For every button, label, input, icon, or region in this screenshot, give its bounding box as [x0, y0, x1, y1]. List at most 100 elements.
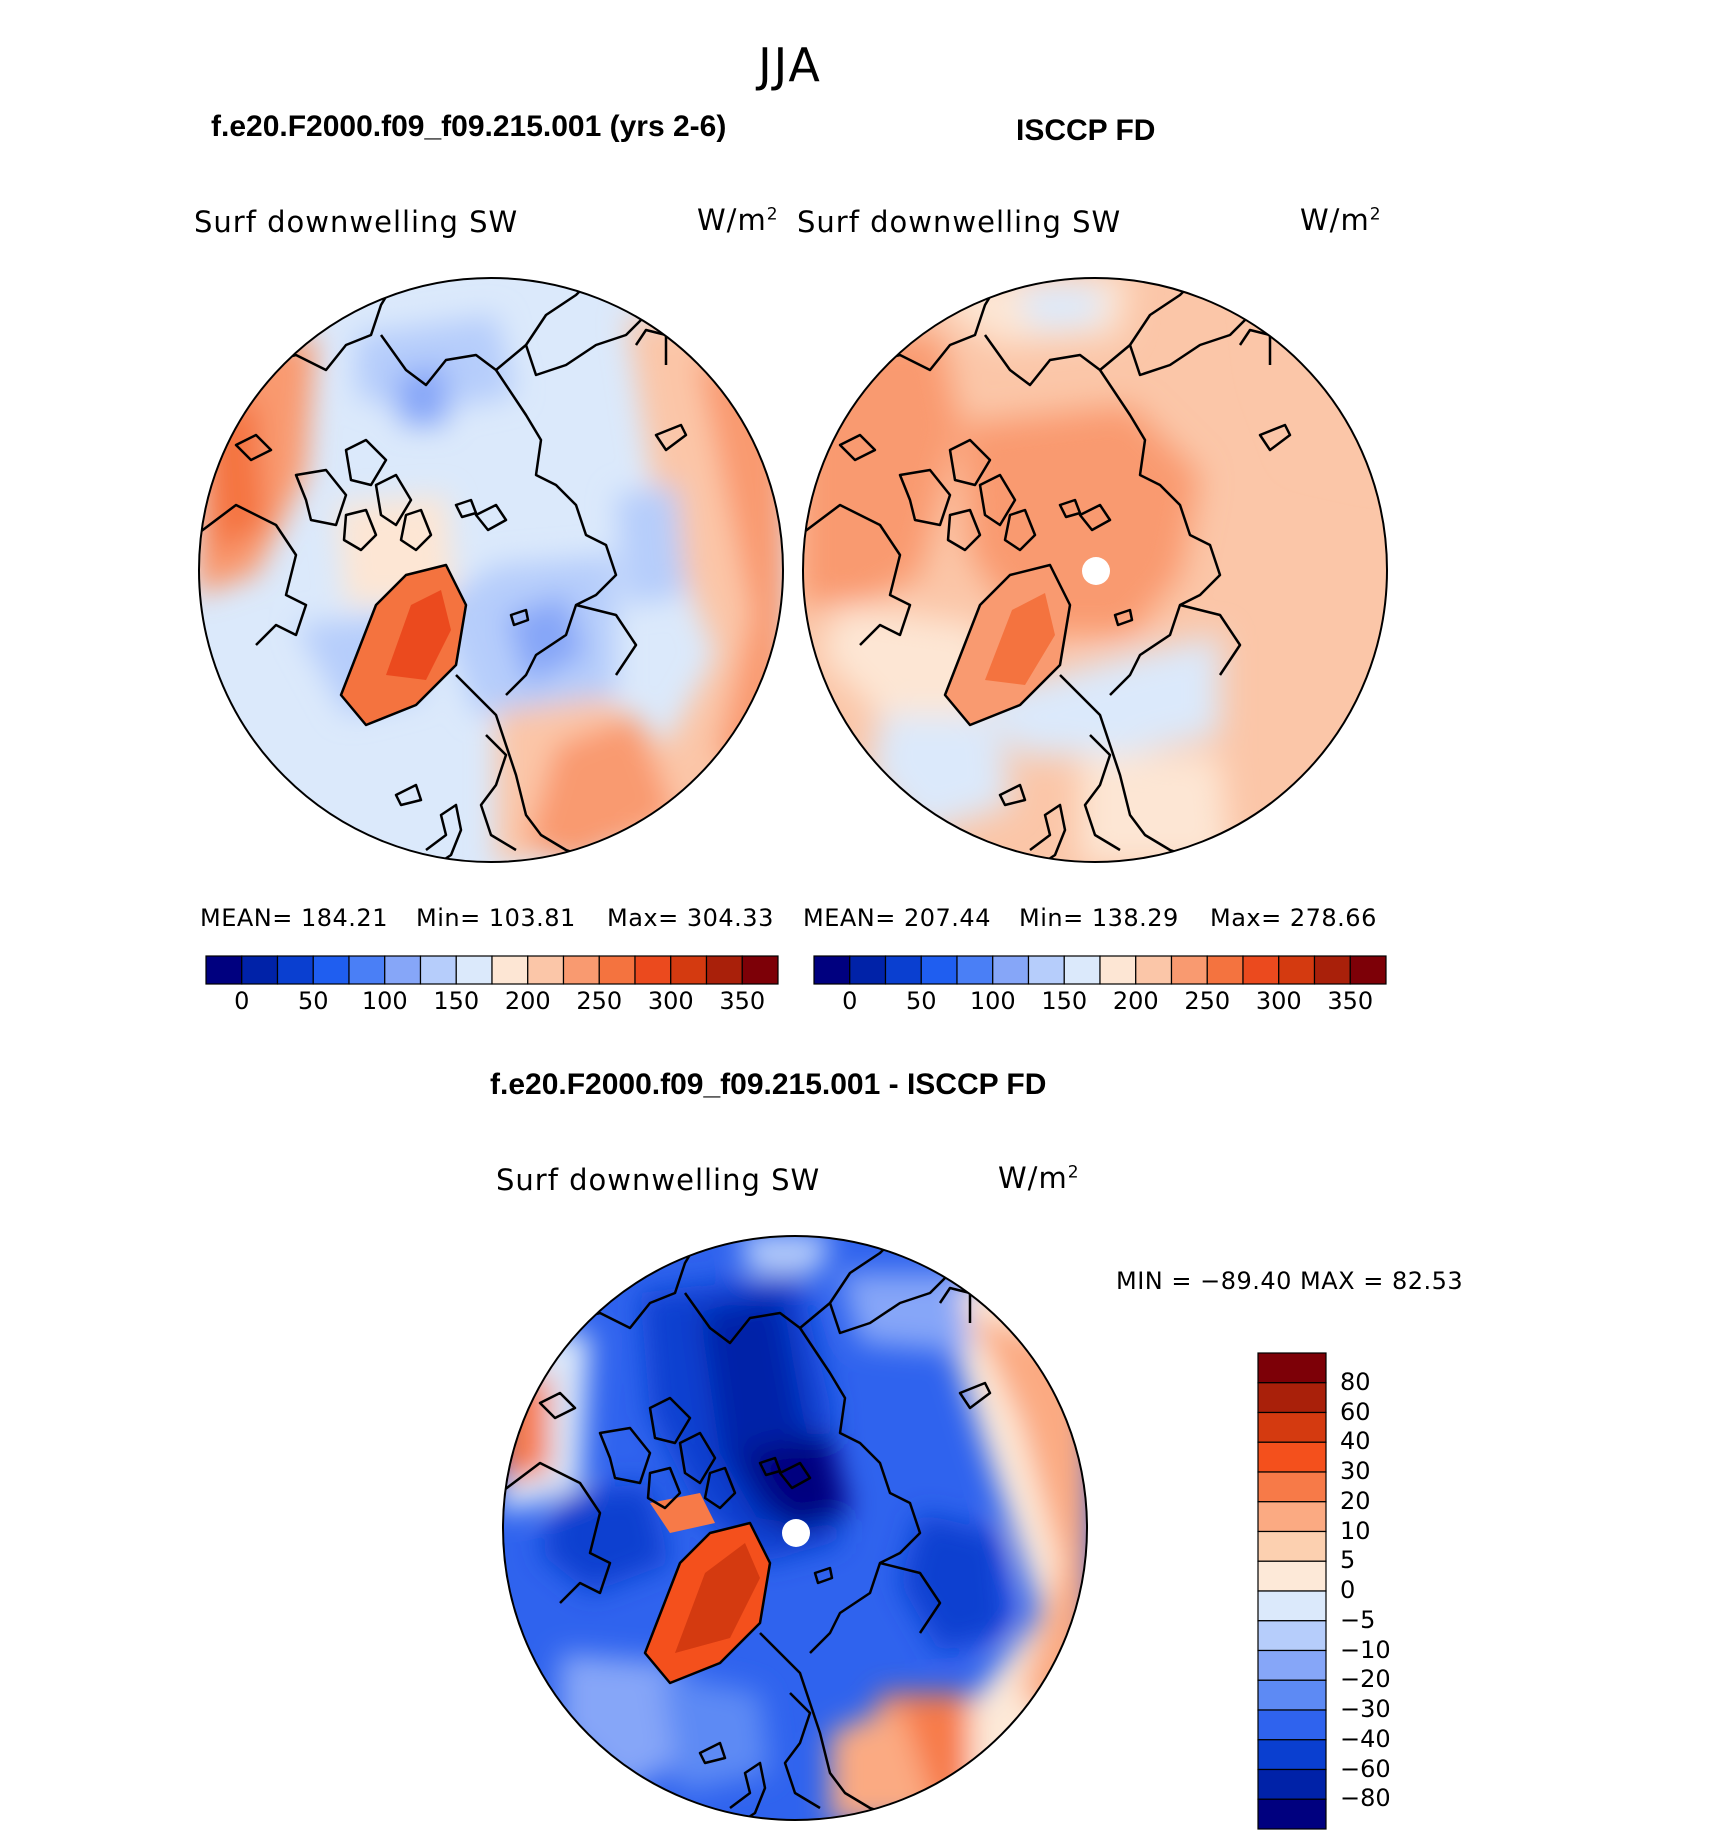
- obs-case-title: ISCCP FD: [1016, 114, 1156, 147]
- colorbar-tick-label: 150: [433, 987, 480, 1015]
- colorbar-tick-label: 350: [1327, 987, 1374, 1015]
- colorbar-swatch: [849, 955, 887, 985]
- obs-max-stat: Max= 278.66: [1210, 904, 1377, 932]
- colorbar-tick-label: −30: [1340, 1695, 1391, 1723]
- colorbar-swatch: [1257, 1530, 1327, 1562]
- model-min-stat: Min= 103.81: [416, 904, 576, 932]
- colorbar-tick-label: −80: [1340, 1784, 1391, 1813]
- colorbar-swatch: [312, 955, 350, 985]
- model-case-title: f.e20.F2000.f09_f09.215.001 (yrs 2-6): [211, 110, 727, 143]
- obs-min-stat: Min= 138.29: [1019, 904, 1179, 932]
- colorbar-swatch: [1099, 955, 1137, 985]
- colorbar-swatch: [598, 955, 636, 985]
- colorbar-tick-label: 250: [1184, 987, 1231, 1015]
- colorbar-tick-label: 150: [1041, 987, 1088, 1015]
- colorbar-tick-label: 50: [905, 987, 937, 1015]
- obs-units-label: W/m2: [1300, 203, 1382, 237]
- colorbar-tick-label: 200: [504, 987, 551, 1015]
- colorbar-swatch: [1063, 955, 1101, 985]
- diff-units-label: W/m2: [998, 1161, 1080, 1195]
- colorbar-swatch: [1257, 1352, 1327, 1384]
- colorbar-tick-label: 40: [1340, 1427, 1371, 1456]
- diff-colorbar: [1257, 1352, 1327, 1830]
- season-title: JJA: [758, 38, 822, 92]
- colorbar-tick-label: 200: [1112, 987, 1159, 1015]
- model-polar-map: [198, 277, 784, 863]
- colorbar-tick-label: −5: [1340, 1605, 1376, 1634]
- colorbar-swatch: [1257, 1471, 1327, 1503]
- colorbar-tick-label: 60: [1340, 1397, 1371, 1426]
- obs-variable-label: Surf downwelling SW: [797, 205, 1122, 239]
- colorbar-tick-label: 80: [1340, 1367, 1371, 1396]
- model-colorbar: [205, 955, 779, 985]
- colorbar-swatch: [1278, 955, 1316, 985]
- model-variable-label: Surf downwelling SW: [194, 205, 519, 239]
- colorbar-swatch: [491, 955, 529, 985]
- colorbar-swatch: [527, 955, 565, 985]
- colorbar-swatch: [241, 955, 279, 985]
- colorbar-swatch: [562, 955, 600, 985]
- colorbar-swatch: [1349, 955, 1387, 985]
- colorbar-tick-label: 10: [1340, 1516, 1371, 1545]
- colorbar-swatch: [1257, 1411, 1327, 1443]
- colorbar-swatch: [1257, 1739, 1327, 1771]
- diff-case-title: f.e20.F2000.f09_f09.215.001 - ISCCP FD: [490, 1068, 1047, 1101]
- colorbar-tick-label: 250: [576, 987, 623, 1015]
- colorbar-swatch: [1257, 1590, 1327, 1622]
- colorbar-swatch: [419, 955, 457, 985]
- colorbar-tick-label: 50: [297, 987, 329, 1015]
- colorbar-swatch: [634, 955, 672, 985]
- diff-minmax-stat: MIN = −89.40 MAX = 82.53: [1116, 1267, 1464, 1295]
- model-units-label: W/m2: [697, 203, 779, 237]
- colorbar-swatch: [205, 955, 243, 985]
- colorbar-swatch: [1257, 1441, 1327, 1473]
- colorbar-swatch: [1257, 1382, 1327, 1414]
- colorbar-swatch: [1257, 1620, 1327, 1652]
- colorbar-swatch: [884, 955, 922, 985]
- model-max-stat: Max= 304.33: [607, 904, 774, 932]
- colorbar-swatch: [1257, 1798, 1327, 1830]
- colorbar-swatch: [1135, 955, 1173, 985]
- colorbar-tick-label: 100: [361, 987, 408, 1015]
- colorbar-tick-label: −40: [1340, 1724, 1391, 1753]
- colorbar-swatch: [1257, 1679, 1327, 1711]
- colorbar-tick-label: 0: [1340, 1576, 1356, 1604]
- colorbar-swatch: [1257, 1501, 1327, 1533]
- colorbar-swatch: [1242, 955, 1280, 985]
- colorbar-tick-label: −60: [1340, 1754, 1391, 1783]
- obs-mean-stat: MEAN= 207.44: [803, 904, 991, 932]
- colorbar-swatch: [956, 955, 994, 985]
- colorbar-swatch: [1257, 1709, 1327, 1741]
- colorbar-swatch: [1313, 955, 1351, 985]
- colorbar-tick-label: 300: [1255, 987, 1302, 1015]
- colorbar-tick-label: 300: [647, 987, 694, 1015]
- colorbar-swatch: [276, 955, 314, 985]
- colorbar-swatch: [1257, 1649, 1327, 1681]
- colorbar-swatch: [920, 955, 958, 985]
- colorbar-swatch: [1027, 955, 1065, 985]
- colorbar-tick-label: 5: [1340, 1546, 1356, 1575]
- colorbar-swatch: [384, 955, 422, 985]
- colorbar-swatch: [455, 955, 493, 985]
- colorbar-tick-label: 350: [719, 987, 766, 1015]
- diff-polar-map: [502, 1235, 1088, 1821]
- colorbar-swatch: [1257, 1560, 1327, 1592]
- colorbar-tick-label: 30: [1340, 1457, 1371, 1485]
- obs-polar-map: [802, 277, 1388, 863]
- colorbar-swatch: [1257, 1768, 1327, 1800]
- colorbar-swatch: [741, 955, 779, 985]
- colorbar-swatch: [1170, 955, 1208, 985]
- colorbar-tick-label: 100: [969, 987, 1016, 1015]
- colorbar-swatch: [670, 955, 708, 985]
- colorbar-swatch: [813, 955, 851, 985]
- colorbar-tick-label: −10: [1340, 1635, 1391, 1664]
- model-mean-stat: MEAN= 184.21: [200, 904, 388, 932]
- colorbar-tick-label: 0: [842, 987, 858, 1015]
- diff-variable-label: Surf downwelling SW: [496, 1163, 821, 1197]
- colorbar-swatch: [992, 955, 1030, 985]
- colorbar-swatch: [348, 955, 386, 985]
- colorbar-swatch: [705, 955, 743, 985]
- colorbar-tick-label: −20: [1340, 1665, 1391, 1694]
- colorbar-tick-label: 20: [1340, 1486, 1371, 1515]
- obs-colorbar: [813, 955, 1387, 985]
